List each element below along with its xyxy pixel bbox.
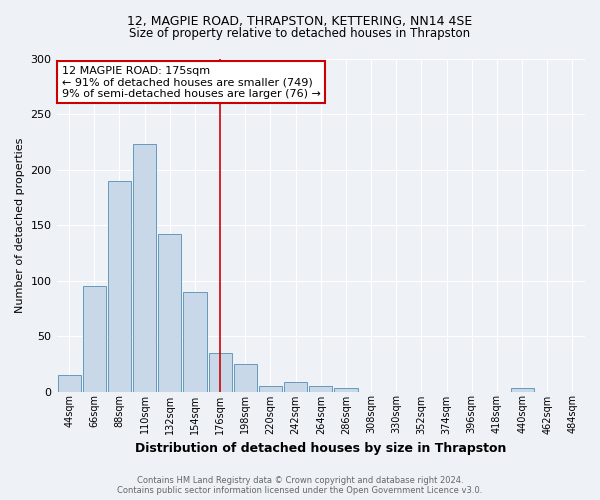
Bar (83, 286, 106, 392)
Bar (58, 375, 80, 392)
Bar (158, 234, 181, 392)
Text: Contains HM Land Registry data © Crown copyright and database right 2024.
Contai: Contains HM Land Registry data © Crown c… (118, 476, 482, 495)
Bar (259, 386, 282, 392)
Text: 12, MAGPIE ROAD, THRAPSTON, KETTERING, NN14 4SE: 12, MAGPIE ROAD, THRAPSTON, KETTERING, N… (127, 15, 473, 28)
Bar (234, 364, 257, 392)
Bar (334, 388, 358, 392)
Bar (511, 388, 533, 392)
Text: Size of property relative to detached houses in Thrapston: Size of property relative to detached ho… (130, 28, 470, 40)
Bar (284, 382, 307, 392)
Bar (209, 352, 232, 392)
X-axis label: Distribution of detached houses by size in Thrapston: Distribution of detached houses by size … (135, 442, 506, 455)
Bar (309, 386, 332, 392)
Bar (133, 144, 156, 392)
Text: 12 MAGPIE ROAD: 175sqm
← 91% of detached houses are smaller (749)
9% of semi-det: 12 MAGPIE ROAD: 175sqm ← 91% of detached… (62, 66, 321, 99)
Bar (184, 292, 206, 392)
Y-axis label: Number of detached properties: Number of detached properties (15, 138, 25, 313)
Bar (108, 181, 131, 392)
